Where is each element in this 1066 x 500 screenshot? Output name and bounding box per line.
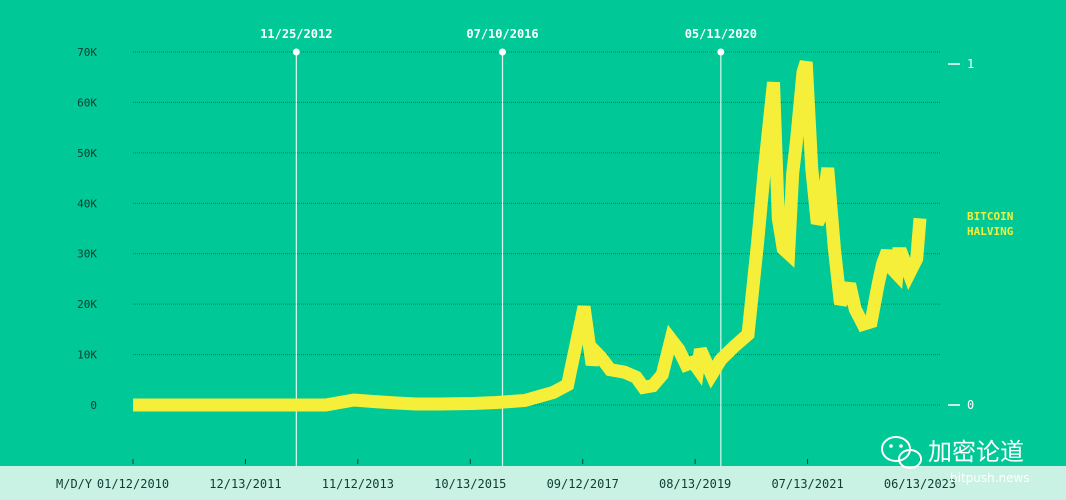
halving-markers: 11/25/2012 07/10/2016 05/11/2020 xyxy=(260,27,757,466)
halving-dot xyxy=(499,48,507,56)
y-axis-ticks: 0 10K 20K 30K 40K 50K 60K 70K xyxy=(77,46,97,412)
y-tick-label: 70K xyxy=(77,46,97,59)
halving-dot xyxy=(717,48,725,56)
x-tick-label: 09/12/2017 xyxy=(547,477,619,491)
right-axis: 01 xyxy=(948,57,974,412)
watermark-text: 加密论道 xyxy=(928,438,1024,466)
grid xyxy=(133,51,940,406)
wechat-icon xyxy=(881,436,922,469)
x-axis-band xyxy=(0,466,1066,500)
y-tick-label: 10K xyxy=(77,349,97,362)
price-series xyxy=(133,60,927,412)
y-tick-label: 60K xyxy=(77,96,97,109)
x-tick-label: 01/12/2010 xyxy=(97,477,169,491)
x-axis-label: M/D/Y xyxy=(56,477,93,491)
right-axis-label: 1 xyxy=(967,57,974,71)
watermark: 加密论道 bitpush.news xyxy=(881,436,1030,485)
y-tick-label: 0 xyxy=(90,399,97,412)
x-tick-label: 10/13/2015 xyxy=(434,477,506,491)
right-axis-label: 0 xyxy=(967,398,974,412)
legend: BITCOIN HALVING xyxy=(967,210,1014,238)
halving-label: 07/10/2016 xyxy=(466,27,538,41)
x-axis-ticks: 01/12/2010 12/13/2011 11/12/2013 10/13/2015… xyxy=(97,459,956,491)
x-tick-label: 08/13/2019 xyxy=(659,477,731,491)
x-tick-label: 06/13/2023 xyxy=(884,477,956,491)
x-tick-label: 07/13/2021 xyxy=(771,477,843,491)
price-line xyxy=(133,60,927,412)
watermark-url: bitpush.news xyxy=(950,471,1030,485)
y-tick-label: 30K xyxy=(77,248,97,261)
halving-label: 05/11/2020 xyxy=(685,27,757,41)
x-tick-label: 11/12/2013 xyxy=(322,477,394,491)
halving-label: 11/25/2012 xyxy=(260,27,332,41)
y-tick-label: 20K xyxy=(77,298,97,311)
halving-dot xyxy=(292,48,300,56)
legend-line-2: HALVING xyxy=(967,225,1014,238)
y-tick-label: 50K xyxy=(77,147,97,160)
legend-line-1: BITCOIN xyxy=(967,210,1013,223)
x-tick-label: 12/13/2011 xyxy=(209,477,281,491)
y-tick-label: 40K xyxy=(77,197,97,210)
